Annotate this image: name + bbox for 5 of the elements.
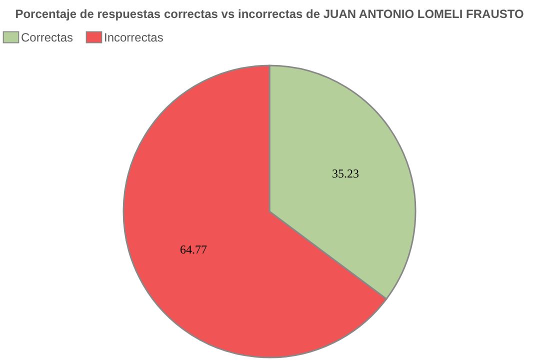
data-label: 64.77 — [180, 242, 207, 257]
legend-label: Correctas — [21, 30, 74, 44]
legend-label: Incorrectas — [104, 30, 164, 44]
data-label: 35.23 — [332, 166, 360, 180]
chart-title: Porcentaje de respuestas correctas vs incorrectas de JUAN ANTONIO LOMELI FRAUSTO — [15, 7, 524, 21]
